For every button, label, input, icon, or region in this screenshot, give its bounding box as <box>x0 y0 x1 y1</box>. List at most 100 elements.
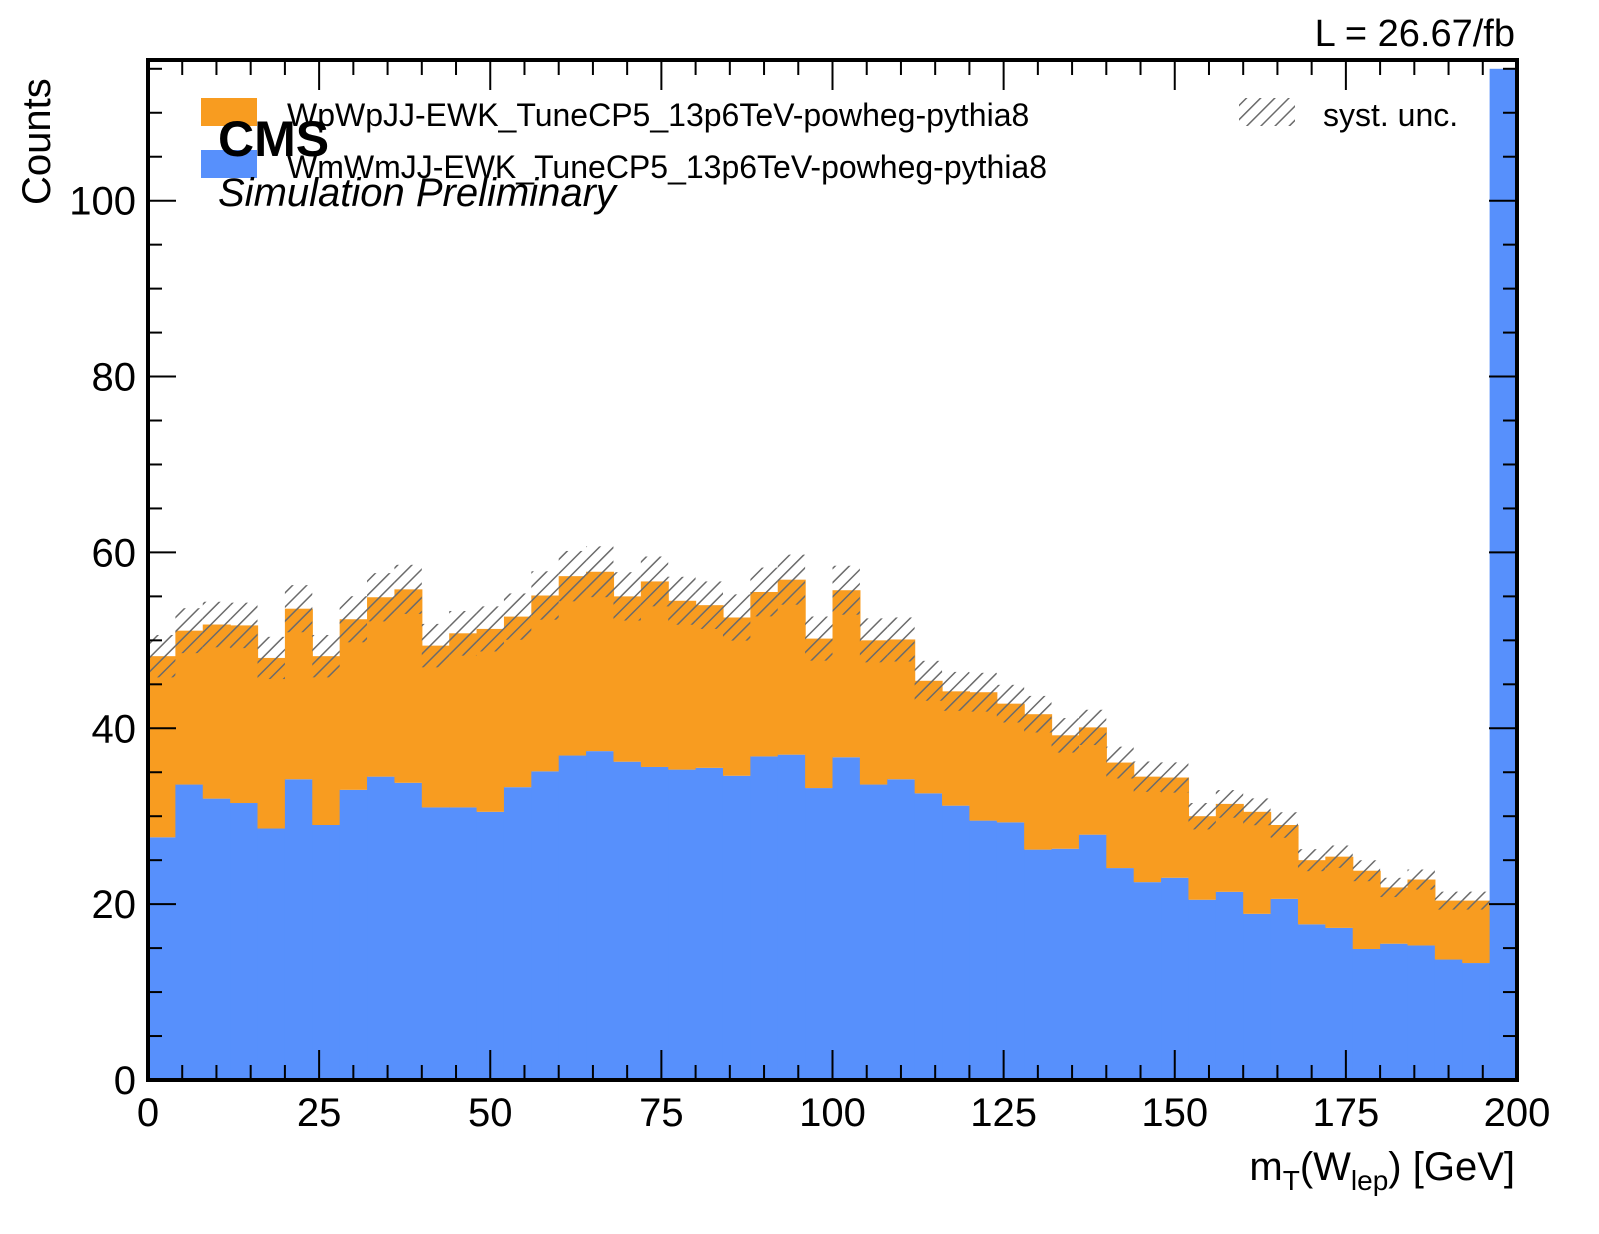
syst-unc-band <box>887 617 915 662</box>
syst-unc-band <box>1407 869 1435 890</box>
bar-wmwm <box>1297 924 1326 1080</box>
bar-wpwp <box>175 630 204 785</box>
syst-unc-band <box>1078 709 1107 746</box>
syst-unc-band <box>257 636 285 680</box>
syst-unc-band <box>914 660 943 701</box>
bar-wmwm <box>695 767 724 1080</box>
experiment-subtitle: Simulation Preliminary <box>218 171 619 215</box>
bar-wmwm <box>1243 913 1272 1080</box>
syst-unc-band <box>1051 718 1079 753</box>
bar-wpwp <box>339 619 368 790</box>
x-tick-label: 100 <box>799 1091 866 1135</box>
legend-label-wpwp: WpWpJJ-EWK_TuneCP5_13p6TeV-powheg-pythia… <box>287 97 1029 133</box>
syst-unc-band <box>1352 860 1381 882</box>
bar-wpwp <box>668 600 697 770</box>
syst-unc-band <box>942 671 970 711</box>
bar-wpwp <box>805 638 834 789</box>
syst-unc-band <box>284 585 313 633</box>
bar-wpwp <box>1078 727 1107 835</box>
bar-wmwm <box>503 787 532 1080</box>
bar-wpwp <box>722 617 751 776</box>
bar-wpwp <box>613 596 642 762</box>
syst-unc-band <box>175 608 203 654</box>
legend-label-wmwm: WmWmJJ-EWK_TuneCP5_13p6TeV-powheg-pythia… <box>287 149 1047 185</box>
syst-unc-band <box>312 634 340 678</box>
bar-wmwm <box>586 751 615 1080</box>
syst-unc-band <box>695 581 723 629</box>
syst-unc-band <box>202 601 231 648</box>
syst-unc-band <box>996 684 1025 723</box>
bar-wpwp <box>1325 856 1354 928</box>
syst-unc-band <box>1434 891 1463 910</box>
legend-swatch-wpwp <box>201 98 257 126</box>
syst-unc-band <box>1462 891 1490 910</box>
bar-wpwp <box>1133 776 1162 883</box>
syst-unc-band <box>394 564 422 614</box>
bar-wpwp <box>202 624 231 799</box>
bar-wmwm <box>1270 898 1299 1080</box>
bar-wpwp <box>284 608 313 780</box>
y-tick-label: 20 <box>92 883 137 927</box>
bar-wpwp <box>1243 811 1272 914</box>
bar-wmwm <box>640 766 669 1080</box>
x-axis-title: mT(Wlep) [GeV] <box>1249 1145 1515 1196</box>
bar-wpwp <box>996 703 1025 823</box>
bar-wpwp <box>1462 900 1491 964</box>
bar-wmwm <box>1161 877 1190 1080</box>
bars-layer <box>148 68 1518 1081</box>
bar-wmwm <box>230 803 259 1080</box>
bar-wpwp <box>531 595 560 772</box>
bar-wpwp <box>421 645 450 808</box>
syst-unc-band <box>969 672 997 712</box>
syst-unc-band <box>1215 790 1244 818</box>
syst-unc-band <box>1133 761 1162 792</box>
bar-wmwm <box>1133 882 1162 1080</box>
x-tick-label: 175 <box>1313 1091 1380 1135</box>
bar-wmwm <box>887 779 916 1080</box>
bar-wpwp <box>1407 879 1436 946</box>
bar-wmwm <box>1489 68 1518 1081</box>
bar-wpwp <box>777 579 806 755</box>
y-tick-label: 40 <box>92 707 137 751</box>
bar-wmwm <box>805 788 834 1080</box>
syst-unc-band <box>1325 845 1353 868</box>
syst-unc-band <box>230 602 258 649</box>
bar-wpwp <box>503 616 532 788</box>
bar-wpwp <box>367 597 396 777</box>
bar-wpwp <box>750 591 779 757</box>
syst-unc-band <box>1380 877 1408 898</box>
syst-unc-band <box>1106 746 1134 779</box>
y-tick-label: 0 <box>114 1059 136 1103</box>
bar-wmwm <box>148 837 176 1080</box>
bar-wmwm <box>668 769 697 1080</box>
x-tick-label: 150 <box>1141 1091 1208 1135</box>
experiment-label: CMS <box>218 111 329 167</box>
bar-wpwp <box>1106 762 1135 869</box>
syst-unc-band <box>421 623 450 668</box>
syst-unc-band <box>558 550 587 602</box>
bar-wmwm <box>394 782 423 1080</box>
bar-wmwm <box>1188 899 1217 1080</box>
bar-wpwp <box>640 581 669 767</box>
syst-unc-band <box>668 576 696 625</box>
syst-unc-band <box>1161 762 1189 793</box>
syst-unc-band <box>1188 803 1216 830</box>
luminosity-label: L = 26.67/fb <box>1315 13 1515 55</box>
bar-wmwm <box>1352 948 1381 1080</box>
bar-wpwp <box>1188 816 1217 900</box>
syst-unc-band <box>859 618 888 663</box>
bar-wpwp <box>695 605 724 768</box>
bar-wmwm <box>613 761 642 1080</box>
bar-wpwp <box>558 576 587 756</box>
bar-wmwm <box>1078 834 1107 1080</box>
bar-wmwm <box>1407 945 1436 1080</box>
bar-wpwp <box>887 639 916 780</box>
legend: WpWpJJ-EWK_TuneCP5_13p6TeV-powheg-pythia… <box>201 97 1458 185</box>
bar-wpwp <box>257 657 286 829</box>
bar-wpwp <box>859 640 888 785</box>
bar-wmwm <box>996 822 1025 1080</box>
bar-wmwm <box>1051 848 1080 1080</box>
syst-unc-band <box>640 556 669 607</box>
bar-wpwp <box>394 589 423 783</box>
